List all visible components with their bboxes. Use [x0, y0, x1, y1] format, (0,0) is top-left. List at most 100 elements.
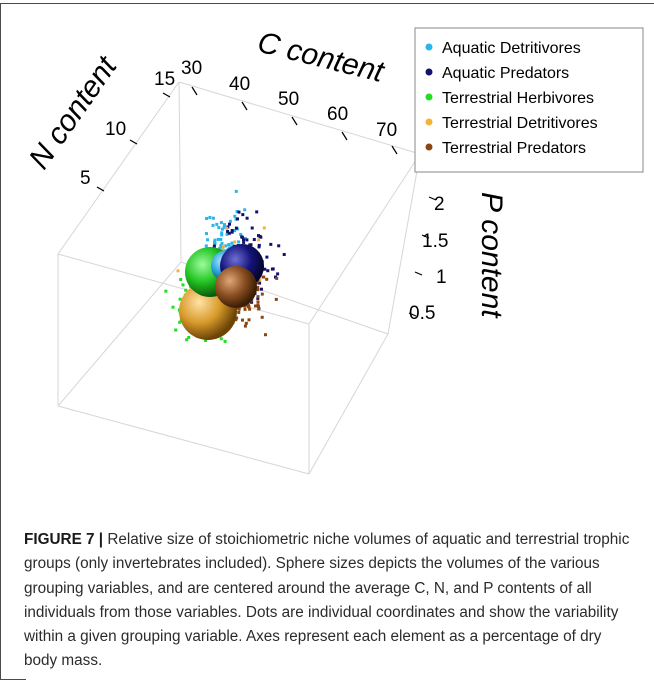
- data-point: [220, 248, 224, 252]
- data-point: [227, 231, 231, 235]
- data-point: [240, 235, 244, 239]
- data-point: [257, 305, 260, 309]
- data-point: [256, 300, 260, 304]
- data-point: [269, 242, 273, 246]
- y-axis-title: N content: [23, 50, 125, 175]
- data-point: [274, 297, 278, 301]
- data-point: [242, 241, 246, 245]
- data-point: [255, 210, 259, 214]
- data-point: [250, 300, 254, 304]
- data-point: [171, 305, 175, 309]
- legend: Aquatic Detritivores Aquatic Predators T…: [414, 27, 644, 173]
- data-point: [246, 303, 250, 307]
- niche-spheres: [179, 244, 264, 340]
- legend-label: Aquatic Predators: [442, 65, 569, 82]
- data-point: [263, 267, 267, 271]
- data-point: [230, 229, 234, 232]
- data-point: [256, 296, 260, 300]
- data-point: [275, 276, 279, 280]
- legend-label: Terrestrial Herbivores: [442, 90, 594, 107]
- legend-marker-terrestrial-predators: [425, 143, 433, 151]
- x-tick-label: 70: [376, 120, 397, 141]
- data-point: [223, 223, 226, 227]
- data-point: [205, 217, 209, 220]
- legend-marker-terrestrial-detritivores: [425, 118, 433, 126]
- data-point: [211, 223, 215, 227]
- data-point: [212, 244, 216, 248]
- data-point: [219, 244, 223, 247]
- data-point: [228, 222, 231, 226]
- data-point: [221, 244, 225, 248]
- data-point: [213, 238, 217, 242]
- data-point: [260, 287, 263, 291]
- data-point: [204, 244, 208, 248]
- data-point: [219, 237, 223, 241]
- data-point: [270, 267, 274, 271]
- data-point: [282, 253, 286, 256]
- legend-label: Terrestrial Detritivores: [442, 115, 598, 132]
- data-point: [242, 238, 245, 242]
- data-point: [265, 277, 269, 281]
- data-point: [185, 338, 189, 342]
- data-point: [250, 226, 254, 230]
- data-point: [243, 307, 247, 311]
- data-point: [243, 304, 247, 308]
- data-point: [241, 213, 245, 217]
- data-point: [254, 304, 257, 308]
- caption-border-left: [0, 3, 1, 680]
- data-point: [266, 269, 270, 273]
- data-point: [256, 303, 260, 307]
- x-tick-label: 40: [229, 74, 250, 95]
- z-axis-title: P content: [475, 192, 508, 319]
- data-point: [243, 208, 247, 212]
- data-point: [233, 214, 237, 218]
- data-point: [256, 285, 260, 289]
- scatter-3d-plot: C content N content P content 30 40 50 6…: [23, 26, 644, 475]
- data-point: [184, 288, 188, 292]
- data-point: [181, 283, 185, 287]
- data-point: [235, 306, 239, 310]
- z-tick-label: 1.5: [422, 231, 448, 252]
- legend-marker-aquatic-detritivores: [425, 43, 433, 51]
- data-point: [235, 210, 239, 213]
- legend-marker-aquatic-predators: [425, 68, 433, 76]
- data-point: [237, 210, 241, 214]
- data-point: [178, 297, 182, 301]
- data-point: [264, 333, 267, 337]
- caption-border-top: [0, 3, 654, 4]
- data-point: [216, 237, 220, 241]
- data-point: [257, 307, 261, 311]
- data-point: [243, 237, 247, 240]
- figure-label: FIGURE 7 |: [24, 531, 104, 548]
- data-point: [206, 238, 209, 242]
- data-point: [230, 230, 234, 234]
- data-point: [208, 216, 212, 219]
- data-point: [237, 306, 241, 310]
- bounding-box: [57, 81, 421, 475]
- data-point: [225, 226, 229, 230]
- data-point: [233, 229, 237, 232]
- data-point: [247, 305, 251, 309]
- sphere-terrestrial-predators: [215, 266, 257, 308]
- data-point: [220, 231, 224, 235]
- data-point: [248, 307, 252, 311]
- caption-border-bottom: [0, 679, 26, 680]
- data-point: [252, 238, 256, 241]
- caption-text: Relative size of stoichiometric niche vo…: [24, 531, 630, 670]
- z-tick-label: 0.5: [409, 303, 435, 324]
- data-point: [260, 292, 264, 296]
- data-point: [239, 232, 243, 236]
- data-point: [243, 324, 247, 328]
- data-point: [164, 289, 168, 293]
- data-point: [262, 226, 266, 230]
- z-tick-label: 2: [434, 194, 445, 215]
- data-point: [218, 247, 222, 250]
- data-point: [205, 232, 208, 236]
- data-point: [237, 240, 241, 244]
- data-point: [204, 339, 208, 342]
- x-axis-title: C content: [254, 26, 388, 89]
- y-tick-label: 15: [154, 69, 175, 90]
- data-point: [215, 222, 219, 226]
- data-point: [256, 279, 260, 283]
- data-point: [262, 275, 266, 279]
